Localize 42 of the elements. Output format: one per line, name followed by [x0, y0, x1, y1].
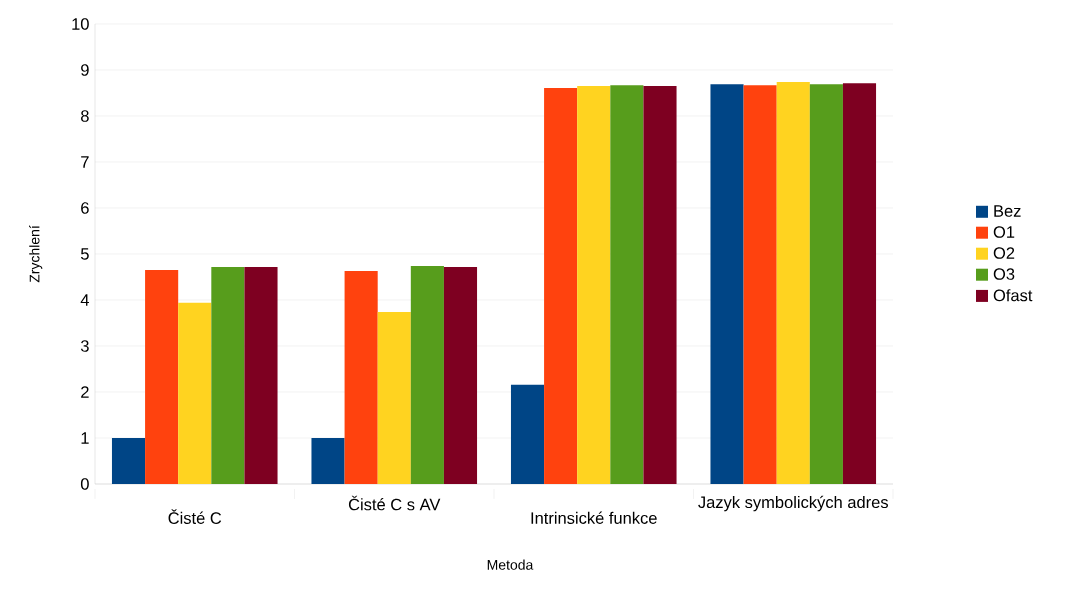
bar — [111, 438, 146, 484]
bar — [776, 81, 810, 484]
y-tick-label: 8 — [81, 110, 89, 122]
x-tick-label: Čisté C — [168, 509, 222, 524]
y-tick-label: 7 — [81, 156, 89, 168]
bar — [643, 86, 677, 484]
y-tick-label: 3 — [80, 340, 89, 352]
bar — [610, 85, 644, 484]
y-tick-label: 2 — [81, 386, 89, 398]
y-tick-label: 9 — [81, 64, 89, 76]
bar — [178, 302, 212, 484]
y-tick-label: 10 — [72, 18, 89, 30]
bar — [344, 271, 378, 484]
y-tick-label: 0 — [80, 478, 89, 490]
y-tick-label: 1 — [81, 432, 89, 444]
bar — [809, 84, 843, 484]
y-tick-label: 5 — [80, 248, 89, 260]
bar — [510, 384, 545, 484]
bar — [743, 85, 777, 484]
bar — [311, 438, 345, 484]
legend-label: O2 — [993, 247, 1015, 259]
bar — [377, 311, 411, 484]
legend-label: Ofast — [993, 289, 1033, 302]
bar — [842, 83, 877, 484]
x-tick-label: Intrinsické funkce — [531, 511, 657, 524]
bar — [443, 266, 478, 484]
y-tick-label: 4 — [80, 294, 89, 306]
y-axis-title: Zrychlení — [29, 225, 43, 283]
x-axis-title: Metoda — [487, 559, 534, 570]
y-tick-label: 6 — [81, 202, 89, 214]
bar — [544, 87, 578, 484]
bar — [577, 86, 611, 484]
x-tick-label: Jazyk symbolických adres — [698, 495, 888, 512]
bar — [410, 265, 444, 484]
legend-label: Bez — [994, 205, 1021, 217]
x-tick-label: Čisté C s AV — [348, 495, 441, 511]
bar — [244, 266, 278, 484]
bar — [145, 270, 179, 484]
bar — [211, 266, 245, 484]
legend-label: O1 — [993, 226, 1015, 238]
bar — [710, 84, 744, 484]
legend-label: O3 — [993, 268, 1015, 280]
